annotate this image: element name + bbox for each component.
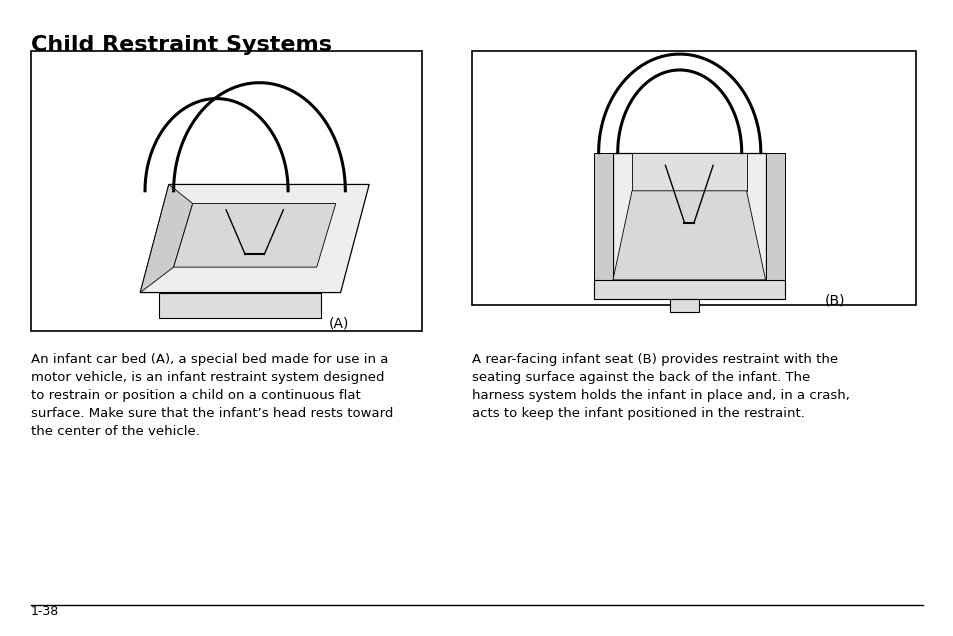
Text: (A): (A) [328,316,349,330]
Polygon shape [613,191,764,280]
Polygon shape [173,204,335,267]
Text: 1-38: 1-38 [30,605,59,618]
Polygon shape [159,293,321,318]
Text: A rear-facing infant seat (B) provides restraint with the
seating surface agains: A rear-facing infant seat (B) provides r… [472,353,849,420]
Polygon shape [669,299,698,312]
Bar [472,51,915,305]
Text: (B): (B) [823,294,844,308]
Polygon shape [140,184,193,293]
Polygon shape [593,280,783,299]
Polygon shape [593,153,613,280]
Bar [30,51,421,331]
Text: An infant car bed (A), a special bed made for use in a
motor vehicle, is an infa: An infant car bed (A), a special bed mad… [30,353,393,438]
Polygon shape [140,184,369,293]
Polygon shape [764,153,783,280]
Polygon shape [613,153,764,280]
Polygon shape [631,153,745,191]
Text: Child Restraint Systems: Child Restraint Systems [30,35,332,55]
